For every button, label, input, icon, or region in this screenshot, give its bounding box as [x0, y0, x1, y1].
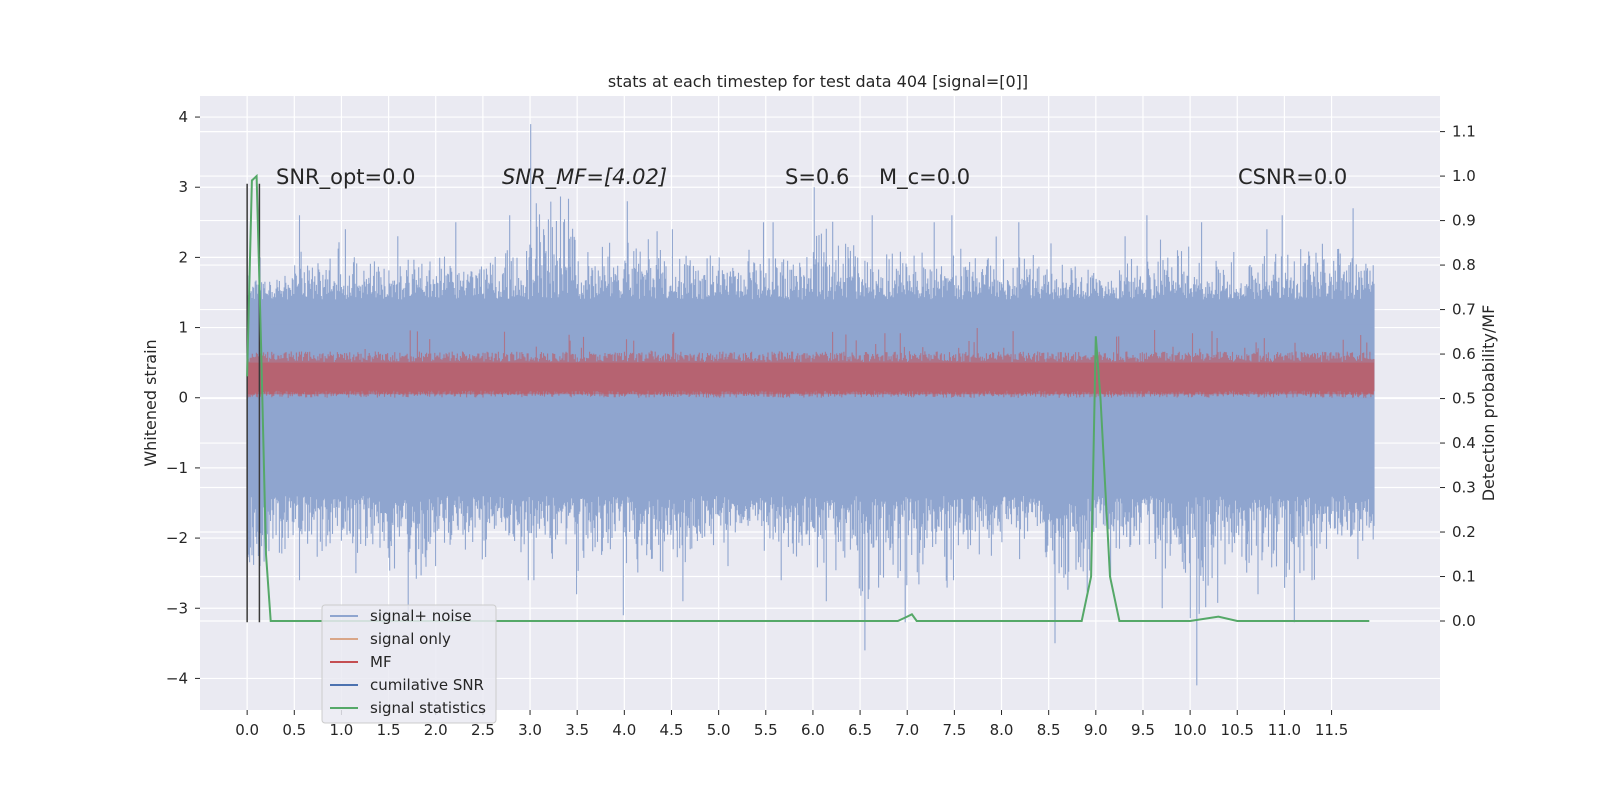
x-tick-label-20: 10.0 — [1173, 721, 1206, 739]
legend-label-signal-statistics: signal statistics — [370, 699, 486, 717]
mf-band — [247, 362, 1374, 395]
y-left-tick-label-3: −1 — [166, 459, 188, 477]
x-tick-label-2: 1.0 — [330, 721, 354, 739]
signal-noise-band — [247, 324, 1374, 472]
y-axis-right-ticks: 0.0 0.1 0.2 0.3 0.4 0.5 0.6 0.7 0.8 0.9 1.0 1.1 — [1440, 123, 1476, 630]
y-right-tick-label-0: 0.0 — [1452, 612, 1476, 630]
signal-noise-series — [246, 124, 1375, 686]
x-tick-label-23: 11.5 — [1315, 721, 1348, 739]
x-tick-label-7: 3.5 — [565, 721, 589, 739]
y-left-tick-label-8: 4 — [178, 108, 188, 126]
x-tick-label-16: 8.0 — [990, 721, 1014, 739]
annotation-s: S=0.6 — [785, 165, 849, 189]
x-tick-label-17: 8.5 — [1037, 721, 1061, 739]
chart-title: stats at each timestep for test data 404… — [608, 72, 1028, 91]
legend-label-signal-noise: signal+ noise — [370, 607, 472, 625]
x-tick-label-10: 5.0 — [707, 721, 731, 739]
x-axis-ticks: 0.0 0.5 1.0 1.5 2.0 2.5 3.0 3.5 4.0 4.5 5.0 5.5 6.0 6… — [235, 710, 1348, 739]
x-tick-label-21: 10.5 — [1221, 721, 1254, 739]
x-tick-label-15: 7.5 — [942, 721, 966, 739]
x-tick-label-1: 0.5 — [282, 721, 306, 739]
annotation-snr-opt: SNR_opt=0.0 — [276, 165, 416, 190]
x-tick-label-11: 5.5 — [754, 721, 778, 739]
y-left-tick-label-0: −4 — [166, 669, 188, 687]
x-tick-label-8: 4.0 — [612, 721, 636, 739]
x-tick-label-4: 2.0 — [424, 721, 448, 739]
x-tick-label-3: 1.5 — [377, 721, 401, 739]
x-tick-label-9: 4.5 — [660, 721, 684, 739]
x-tick-label-22: 11.0 — [1268, 721, 1301, 739]
annotation-csnr: CSNR=0.0 — [1238, 165, 1347, 189]
annotation-mc: M_c=0.0 — [879, 165, 970, 190]
y-left-tick-label-7: 3 — [178, 178, 188, 196]
y-right-tick-label-1: 0.1 — [1452, 568, 1476, 586]
x-tick-label-0: 0.0 — [235, 721, 259, 739]
y-left-tick-label-2: −2 — [166, 529, 188, 547]
y-right-tick-label-3: 0.3 — [1452, 479, 1476, 497]
legend-box — [321, 604, 497, 724]
annotation-snr-mf: SNR_MF=[4.02] — [502, 165, 667, 190]
y-right-tick-label-7: 0.7 — [1452, 301, 1476, 319]
x-tick-label-12: 6.0 — [801, 721, 825, 739]
y-right-tick-label-5: 0.5 — [1452, 390, 1476, 408]
y-right-tick-label-4: 0.4 — [1452, 434, 1476, 452]
legend-label-signal-only: signal only — [370, 630, 451, 648]
y-right-tick-label-11: 1.1 — [1452, 123, 1476, 141]
legend-label-cumilative-snr: cumilative SNR — [370, 676, 484, 694]
y-right-tick-label-8: 0.8 — [1452, 256, 1476, 274]
x-tick-label-6: 3.0 — [518, 721, 542, 739]
y-right-tick-label-6: 0.6 — [1452, 345, 1476, 363]
y-left-tick-label-6: 2 — [178, 248, 188, 266]
y-right-tick-label-9: 0.9 — [1452, 212, 1476, 230]
legend-label-mf: MF — [370, 653, 392, 671]
y-left-tick-label-5: 1 — [178, 319, 188, 337]
y-left-tick-label-4: 0 — [178, 389, 188, 407]
x-tick-label-18: 9.0 — [1084, 721, 1108, 739]
x-tick-label-13: 6.5 — [848, 721, 872, 739]
signal-statistics-line — [246, 173, 1370, 622]
y-left-tick-label-1: −3 — [166, 599, 188, 617]
x-tick-label-14: 7.0 — [895, 721, 919, 739]
y-axis-left-ticks: −4 −3 −2 −1 0 1 2 3 4 — [166, 108, 200, 687]
legend: signal+ noise signal only MF cumilative … — [321, 604, 497, 724]
y-axis-right-label: Detection probability/MF — [1479, 305, 1498, 502]
mf-series — [246, 328, 1375, 398]
x-tick-label-19: 9.5 — [1131, 721, 1155, 739]
x-tick-label-5: 2.5 — [471, 721, 495, 739]
y-right-tick-label-2: 0.2 — [1452, 523, 1476, 541]
y-axis-left-label: Whitened strain — [141, 339, 160, 466]
y-right-tick-label-10: 1.0 — [1452, 167, 1476, 185]
annotations: SNR_opt=0.0 SNR_MF=[4.02] S=0.6 M_c=0.0 … — [276, 165, 1347, 190]
